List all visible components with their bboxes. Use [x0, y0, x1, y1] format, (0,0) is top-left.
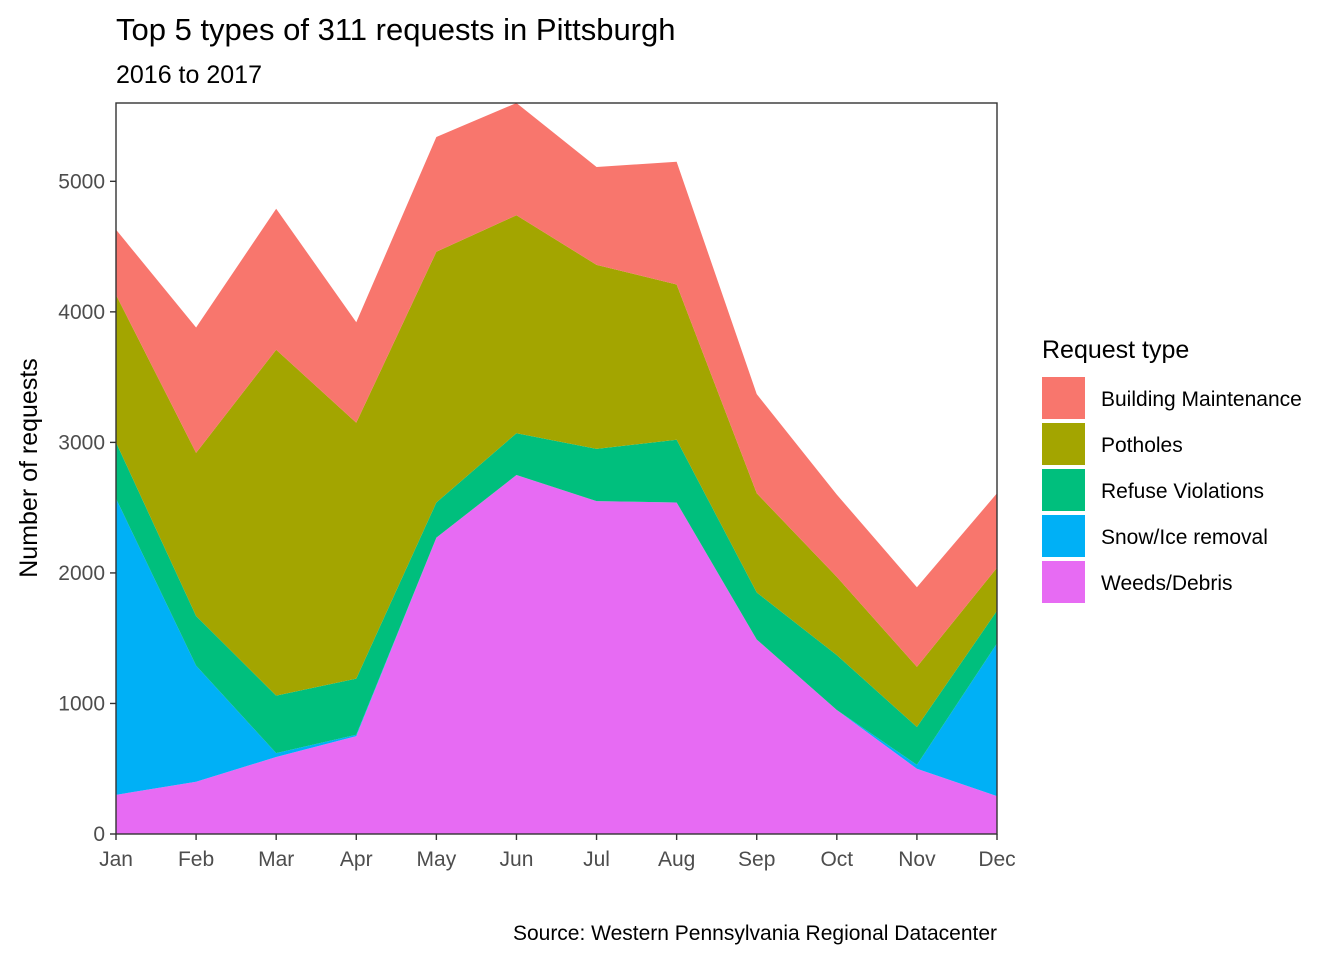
- legend: Request type Building Maintenance Pothole…: [1042, 336, 1302, 603]
- x-tick-label: Nov: [898, 848, 936, 871]
- legend-label-potholes: Potholes: [1101, 434, 1183, 457]
- area-potholes: [116, 215, 997, 727]
- legend-title: Request type: [1042, 336, 1189, 364]
- area-refuse-violations: [116, 433, 997, 765]
- chart-title: Top 5 types of 311 requests in Pittsburg…: [116, 12, 675, 47]
- area-building-maintenance: [116, 103, 997, 667]
- x-tick-label: Dec: [978, 848, 1015, 871]
- x-axis: Jan Feb Mar Apr May Jun Jul Aug Sep Oct Nov Dec: [99, 834, 1016, 871]
- x-tick-label: Aug: [658, 848, 695, 871]
- plot-panel-border: [115, 102, 998, 835]
- legend-key-potholes: [1042, 423, 1085, 465]
- x-tick-label: May: [417, 848, 457, 871]
- x-tick-label: Mar: [258, 848, 294, 871]
- x-tick-label: Apr: [340, 848, 373, 871]
- y-tick-label: 4000: [58, 301, 105, 324]
- x-tick-label: Feb: [178, 848, 214, 871]
- y-axis: 0 1000 2000 3000 4000 5000: [58, 170, 116, 846]
- area-layers: [116, 103, 997, 834]
- legend-key-snow-ice-removal: [1042, 515, 1085, 557]
- legend-key-weeds-debris: [1042, 561, 1085, 603]
- legend-label-snow-ice-removal: Snow/Ice removal: [1101, 526, 1268, 549]
- y-tick-label: 2000: [58, 562, 105, 585]
- x-tick-label: Jul: [583, 848, 610, 871]
- legend-key-building-maintenance: [1042, 377, 1085, 419]
- legend-label-building-maintenance: Building Maintenance: [1101, 388, 1302, 411]
- x-tick-label: Sep: [738, 848, 775, 871]
- x-tick-label: Jun: [500, 848, 534, 871]
- x-tick-label: Jan: [99, 848, 133, 871]
- x-tick-label: Oct: [820, 848, 853, 871]
- legend-label-weeds-debris: Weeds/Debris: [1101, 572, 1233, 595]
- area-weeds-debris: [116, 475, 997, 834]
- chart-caption: Source: Western Pennsylvania Regional Da…: [513, 922, 997, 945]
- y-tick-label: 1000: [58, 692, 105, 715]
- legend-key-refuse-violations: [1042, 469, 1085, 511]
- area-snow-ice-removal: [116, 475, 997, 797]
- y-axis-label: Number of requests: [15, 358, 43, 578]
- chart-subtitle: 2016 to 2017: [116, 61, 262, 89]
- y-tick-label: 0: [93, 823, 105, 846]
- legend-label-refuse-violations: Refuse Violations: [1101, 480, 1264, 503]
- y-tick-label: 3000: [58, 431, 105, 454]
- y-tick-label: 5000: [58, 170, 105, 193]
